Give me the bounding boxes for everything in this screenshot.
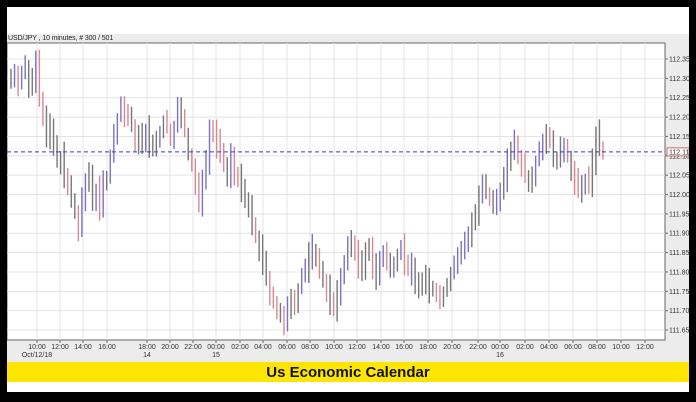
x-tick-label: 12:00 xyxy=(51,344,69,351)
x-tick-label: 04:00 xyxy=(540,344,558,351)
y-tick-label: 112.30 xyxy=(669,76,689,83)
x-tick-label: 08:00 xyxy=(301,344,319,351)
x-tick-label: 12:00 xyxy=(636,344,654,351)
x-tick-label: 18:00 xyxy=(138,344,156,351)
x-tick-label: 16:00 xyxy=(395,344,413,351)
economic-calendar-banner[interactable]: Us Economic Calendar xyxy=(7,362,689,382)
y-tick-label: 112.10 xyxy=(669,153,689,160)
y-tick-label: 112.05 xyxy=(669,173,689,180)
x-tick-label: 10:00 xyxy=(612,344,630,351)
ohlc-chart[interactable]: 112.35112.30112.25112.20112.15112.10112.… xyxy=(7,7,689,362)
x-tick-label: 12:00 xyxy=(348,344,366,351)
x-tick-label: 10:00 xyxy=(325,344,343,351)
y-tick-label: 112.25 xyxy=(669,95,689,102)
x-tick-label: 06:00 xyxy=(278,344,296,351)
y-tick-label: 111.85 xyxy=(669,250,689,257)
y-tick-label: 111.65 xyxy=(669,328,689,335)
x-tick-label: 06:00 xyxy=(564,344,582,351)
x-tick-label: 20:00 xyxy=(161,344,179,351)
current-price-tag xyxy=(666,147,689,157)
current-price-label: 112.11 xyxy=(669,149,689,156)
y-tick-label: 111.95 xyxy=(669,211,689,218)
x-tick-label: 02:00 xyxy=(516,344,534,351)
y-tick-label: 112.20 xyxy=(669,115,689,122)
x-tick-label: 08:00 xyxy=(588,344,606,351)
y-tick-label: 111.75 xyxy=(669,289,689,296)
x-tick-label: 16:00 xyxy=(98,344,116,351)
chart-card: USD/JPY , 10 minutes, # 300 / 501 112.35… xyxy=(7,7,689,392)
x-tick-label: 14:00 xyxy=(372,344,390,351)
banner-text: Us Economic Calendar xyxy=(266,363,430,381)
x-tick-label: 14:00 xyxy=(74,344,92,351)
y-tick-label: 112.35 xyxy=(669,57,689,64)
x-tick-label: 20:00 xyxy=(443,344,461,351)
chart-title: USD/JPY , 10 minutes, # 300 / 501 xyxy=(8,35,114,42)
y-tick-label: 111.70 xyxy=(669,308,689,315)
x-tick-label: 02:00 xyxy=(231,344,249,351)
x-tick-label: 22:00 xyxy=(184,344,202,351)
x-date-label: Oct/12/18 xyxy=(22,352,52,359)
x-date-label: 16 xyxy=(496,352,504,359)
x-tick-label: 00:00 xyxy=(491,344,509,351)
x-tick-label: 22:00 xyxy=(469,344,487,351)
x-tick-label: 00:00 xyxy=(207,344,225,351)
y-tick-label: 111.80 xyxy=(669,269,689,276)
x-tick-label: 10:00 xyxy=(28,344,46,351)
x-tick-label: 18:00 xyxy=(419,344,437,351)
x-date-label: 15 xyxy=(212,352,220,359)
x-date-label: 14 xyxy=(143,352,151,359)
plot-area xyxy=(7,42,666,341)
x-tick-label: 04:00 xyxy=(254,344,272,351)
y-tick-label: 112.15 xyxy=(669,134,689,141)
y-tick-label: 112.00 xyxy=(669,192,689,199)
y-tick-label: 111.90 xyxy=(669,231,689,238)
